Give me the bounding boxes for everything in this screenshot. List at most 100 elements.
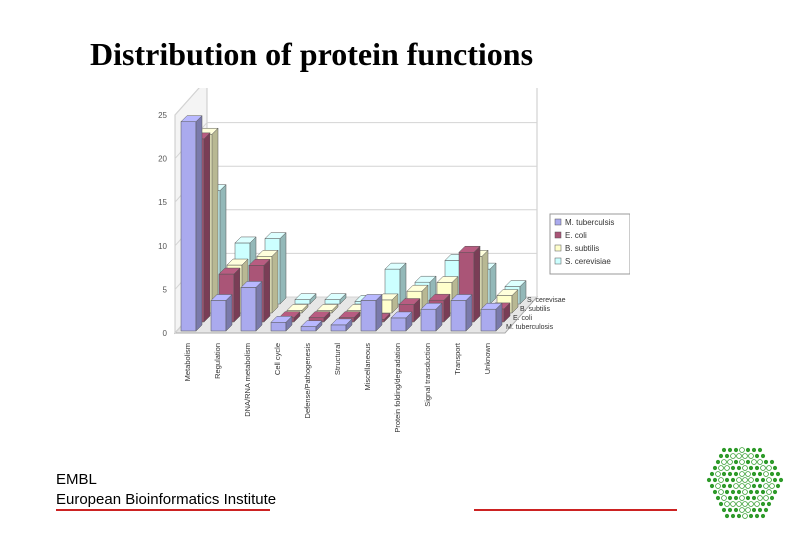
logo-dot — [757, 471, 763, 477]
x-category-label: Structural — [333, 343, 342, 375]
logo-dot — [742, 465, 748, 471]
bar-front — [330, 324, 347, 332]
x-category-label: Signal transduction — [423, 343, 432, 407]
legend-swatch — [554, 231, 562, 239]
bar-top — [240, 281, 263, 288]
logo-dot — [730, 453, 736, 459]
logo-dot — [742, 453, 748, 459]
logo-dot — [724, 477, 730, 483]
depth-axis-label: E. coli — [513, 315, 533, 322]
bar-top — [338, 311, 361, 318]
logo-dot — [739, 507, 745, 513]
legend-swatch — [554, 257, 562, 265]
bar — [390, 311, 413, 332]
logo-dot — [733, 495, 739, 501]
slide-title: Distribution of protein functions — [90, 36, 534, 72]
bar-top — [330, 318, 353, 326]
bar-top — [480, 302, 503, 310]
logo-dot — [718, 453, 724, 459]
logo-dot — [748, 513, 754, 519]
bar-top — [308, 311, 331, 318]
protein-function-chart: 0 5 10 15 20 25 Metabolism Regulation DNA/RNA me… — [158, 88, 630, 433]
bar — [240, 280, 263, 332]
bar-side — [473, 245, 481, 323]
bar-front — [294, 299, 311, 305]
bar-side — [195, 115, 203, 332]
logo-dot — [718, 501, 724, 507]
gridline — [174, 88, 200, 116]
bar-top — [436, 276, 459, 283]
bar-side — [489, 262, 497, 305]
bar-top — [450, 294, 473, 301]
org-full-name: European Bioinformatics Institute — [56, 491, 277, 508]
divider-line-right — [474, 509, 677, 511]
logo-dot — [745, 447, 751, 453]
logo-dot — [748, 501, 754, 507]
logo-dot — [724, 513, 730, 519]
logo-dot — [772, 489, 778, 495]
depth-axis-label: B. subtilis — [520, 306, 550, 313]
logo-dot — [739, 495, 745, 501]
logo-dot — [715, 483, 721, 489]
logo-dot — [712, 465, 718, 471]
bar-top — [264, 232, 287, 239]
logo-dot — [733, 483, 739, 489]
bar-top — [428, 293, 451, 301]
logo-dot — [721, 459, 727, 465]
logo-dot — [739, 459, 745, 465]
x-category-label: Metabolism — [183, 343, 192, 381]
bar-top — [324, 293, 347, 300]
logo-dot — [718, 489, 724, 495]
logo-dot — [715, 459, 721, 465]
bar-top — [210, 294, 233, 301]
logo-dot — [739, 483, 745, 489]
logo-dot — [721, 471, 727, 477]
bar-top — [286, 304, 309, 311]
logo-dot — [751, 483, 757, 489]
bar-front — [324, 299, 341, 305]
logo-dot — [763, 483, 769, 489]
logo-dot — [760, 513, 766, 519]
logo-dot — [751, 447, 757, 453]
bar — [450, 293, 473, 332]
logo-dot — [751, 507, 757, 513]
logo-dot — [766, 465, 772, 471]
divider-line-left — [56, 509, 270, 511]
bar-top — [496, 289, 519, 296]
logo-dot — [766, 477, 772, 483]
logo-dot — [724, 489, 730, 495]
bar — [330, 318, 353, 332]
logo-dot — [763, 495, 769, 501]
x-category-label: Transport — [453, 342, 462, 375]
logo-dot — [754, 453, 760, 459]
logo-dot — [727, 507, 733, 513]
bar — [270, 315, 293, 332]
bar-top — [226, 258, 249, 266]
bar-top — [294, 293, 317, 300]
logo-dot — [775, 483, 781, 489]
logo-dot — [763, 507, 769, 513]
logo-dot — [760, 489, 766, 495]
logo-dot — [766, 501, 772, 507]
logo-dot — [769, 459, 775, 465]
logo-dot — [760, 477, 766, 483]
logo-dot — [715, 495, 721, 501]
logo-dot — [730, 489, 736, 495]
logo-dot — [730, 513, 736, 519]
legend-swatch — [554, 218, 562, 226]
logo-dot — [736, 465, 742, 471]
logo-dot — [757, 459, 763, 465]
logo-dot — [754, 489, 760, 495]
logo-dot — [754, 513, 760, 519]
bar-side — [375, 293, 383, 332]
logo-dot — [763, 459, 769, 465]
logo-dot — [757, 495, 763, 501]
bar-top — [504, 280, 527, 287]
bar-side — [211, 127, 219, 314]
logo-dot — [709, 471, 715, 477]
org-name: EMBL — [56, 471, 97, 488]
logo-dot — [736, 477, 742, 483]
logo-dot — [745, 495, 751, 501]
bar — [210, 293, 233, 332]
bar-top — [218, 267, 241, 275]
